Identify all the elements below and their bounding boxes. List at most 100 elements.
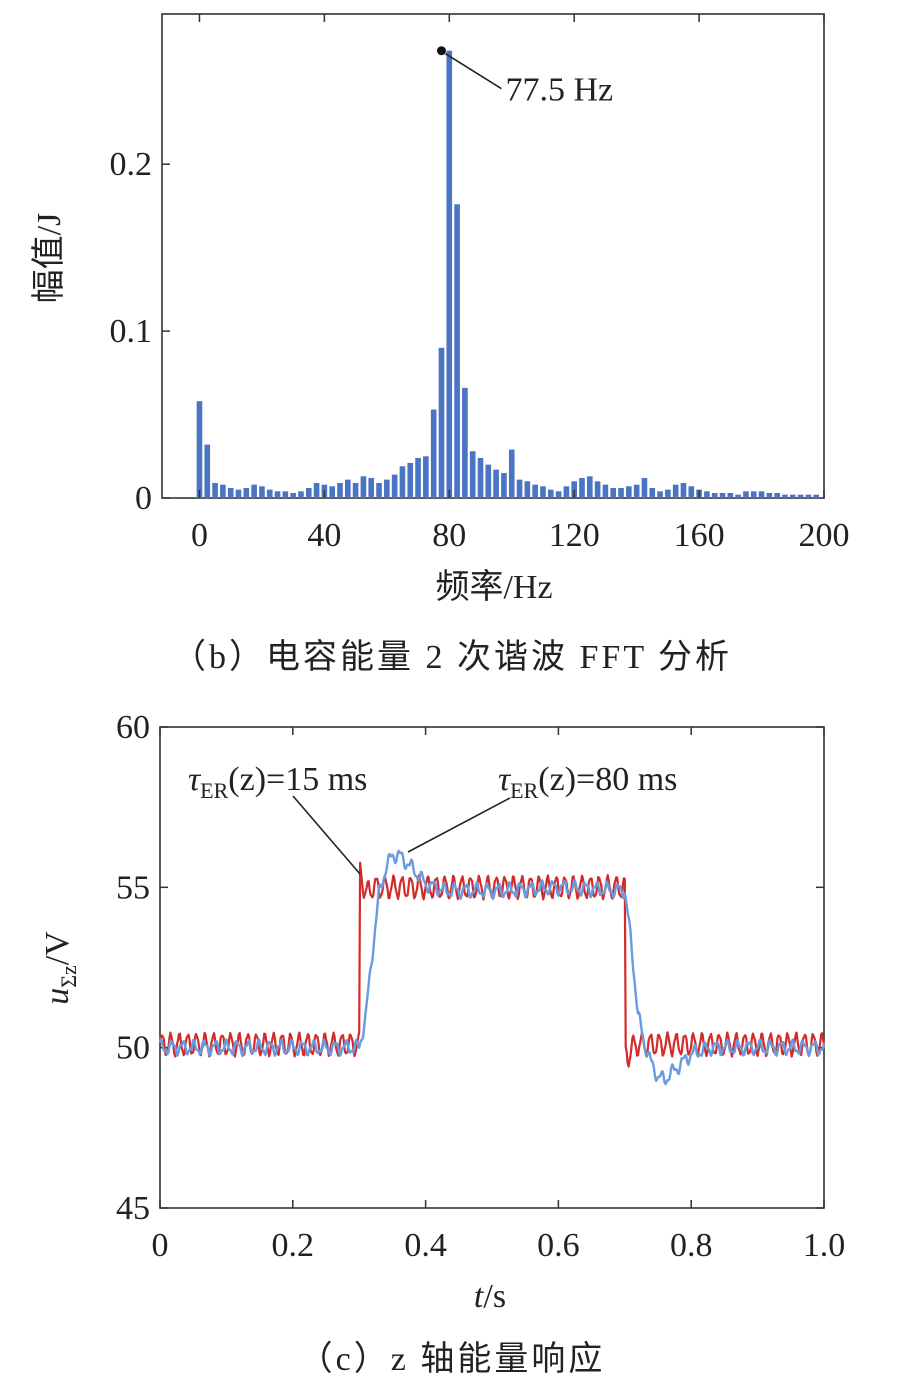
fft-bars [196, 50, 820, 498]
x-tick-label: 0 [152, 1227, 169, 1264]
y-tick-label: 0.2 [110, 146, 153, 183]
x-tick-label: 80 [432, 517, 466, 554]
fft-bar [586, 476, 593, 498]
fft-bar [633, 484, 640, 498]
series-label-15ms: τER(z)=15 ms [188, 761, 367, 803]
fft-bar [532, 484, 538, 498]
fft-bar [750, 491, 757, 498]
fft-bar [594, 481, 601, 498]
response-x-axis-label: t/s [474, 1278, 506, 1315]
fft-bar [282, 491, 289, 498]
fft-bar [266, 489, 273, 498]
fft-bar [610, 487, 617, 498]
fft-bar [430, 409, 437, 498]
fft-bar [782, 494, 788, 498]
fft-bar [259, 486, 265, 498]
fft-bar [711, 492, 718, 498]
fft-bar [563, 486, 570, 498]
fft-bar [384, 479, 390, 498]
peak-label: 77.5 Hz [505, 72, 613, 109]
fft-bar [360, 476, 367, 498]
fft-bar [649, 487, 656, 498]
fft-bar [579, 477, 585, 498]
label-rest: (z)=80 ms [538, 761, 677, 798]
fft-bar [626, 486, 632, 498]
fft-bar [376, 482, 382, 498]
fft-bar [680, 482, 687, 498]
fft-bar [446, 50, 453, 498]
x-tick-label: 1.0 [803, 1227, 846, 1264]
fft-bar [758, 491, 765, 498]
fft-bar [641, 477, 648, 498]
series-line-80ms [158, 849, 826, 1086]
fft-bar [243, 487, 250, 498]
x-tick-label: 0.6 [537, 1227, 580, 1264]
fft-bar [204, 444, 211, 498]
fft-bar [547, 489, 554, 498]
fft-bar [735, 494, 741, 498]
fft-bar [220, 484, 226, 498]
fft-bar [602, 484, 609, 498]
fft-bar [789, 494, 796, 498]
fft-bar [391, 474, 398, 498]
caption-c: （c）z 轴能量响应 [299, 1340, 606, 1378]
fft-bar [797, 494, 804, 498]
fft-bar [719, 492, 726, 498]
tau-symbol: τ [498, 761, 512, 798]
response-x-ticks: 0 0.2 0.4 0.6 0.8 1.0 [152, 727, 846, 1264]
label-15ms-leader [292, 795, 361, 875]
fft-bar [501, 472, 507, 498]
fft-bar [352, 482, 359, 498]
label-rest: (z)=15 ms [228, 761, 367, 798]
fft-bar [251, 484, 257, 498]
fft-chart: 0 0.1 0.2 0 40 80 120 160 200 77.5 Hz 幅值/J 频率/H… [30, 13, 850, 676]
fft-bar [743, 491, 749, 498]
fft-bar [235, 489, 242, 498]
x-tick-label: 40 [307, 517, 341, 554]
fft-bar [774, 492, 780, 498]
fft-bar [555, 491, 562, 498]
y-tick-label: 60 [116, 709, 150, 746]
fft-bar [462, 387, 468, 498]
fft-bar [727, 492, 734, 498]
x-tick-label: 0.2 [272, 1227, 315, 1264]
fft-bar [657, 491, 663, 498]
fft-bar [540, 486, 546, 498]
fft-bar [407, 462, 414, 498]
fft-plot-frame [161, 13, 825, 499]
fft-bar [704, 491, 710, 498]
fft-x-axis-label: 频率/Hz [435, 568, 552, 606]
fft-bar [368, 477, 375, 498]
fft-bar [485, 464, 492, 498]
fft-bar [454, 204, 460, 498]
x-tick-label: 0.4 [404, 1227, 447, 1264]
caption-b: （b）电容能量 2 次谐波 FFT 分析 [172, 638, 732, 676]
fft-x-ticks: 0 40 80 120 160 200 [191, 14, 850, 554]
fft-bar [274, 491, 281, 498]
fft-bar [438, 347, 445, 498]
fft-bar [508, 449, 515, 498]
fft-bar [196, 401, 203, 498]
fft-bar [524, 481, 531, 498]
fft-bar [423, 456, 429, 498]
response-plot-frame [159, 726, 825, 1209]
peak-annotation: 77.5 Hz [436, 46, 613, 109]
fft-bar [665, 489, 671, 498]
fft-bar [493, 469, 499, 498]
fft-bar [227, 487, 234, 498]
peak-leader-line [445, 53, 502, 90]
tau-symbol: τ [188, 761, 202, 798]
fft-bar [618, 487, 624, 498]
tau-subscript: ER [200, 778, 228, 803]
fft-bar [688, 486, 695, 498]
fft-bar [571, 481, 577, 498]
series-label-80ms: τER(z)=80 ms [498, 761, 677, 803]
label-80ms-leader [407, 797, 511, 853]
fft-y-ticks: 0 0.1 0.2 [110, 146, 170, 517]
peak-marker [436, 46, 446, 56]
y-tick-label: 0.1 [110, 313, 153, 350]
fft-bar [805, 494, 812, 498]
response-y-ticks: 45 50 55 60 [116, 709, 824, 1227]
